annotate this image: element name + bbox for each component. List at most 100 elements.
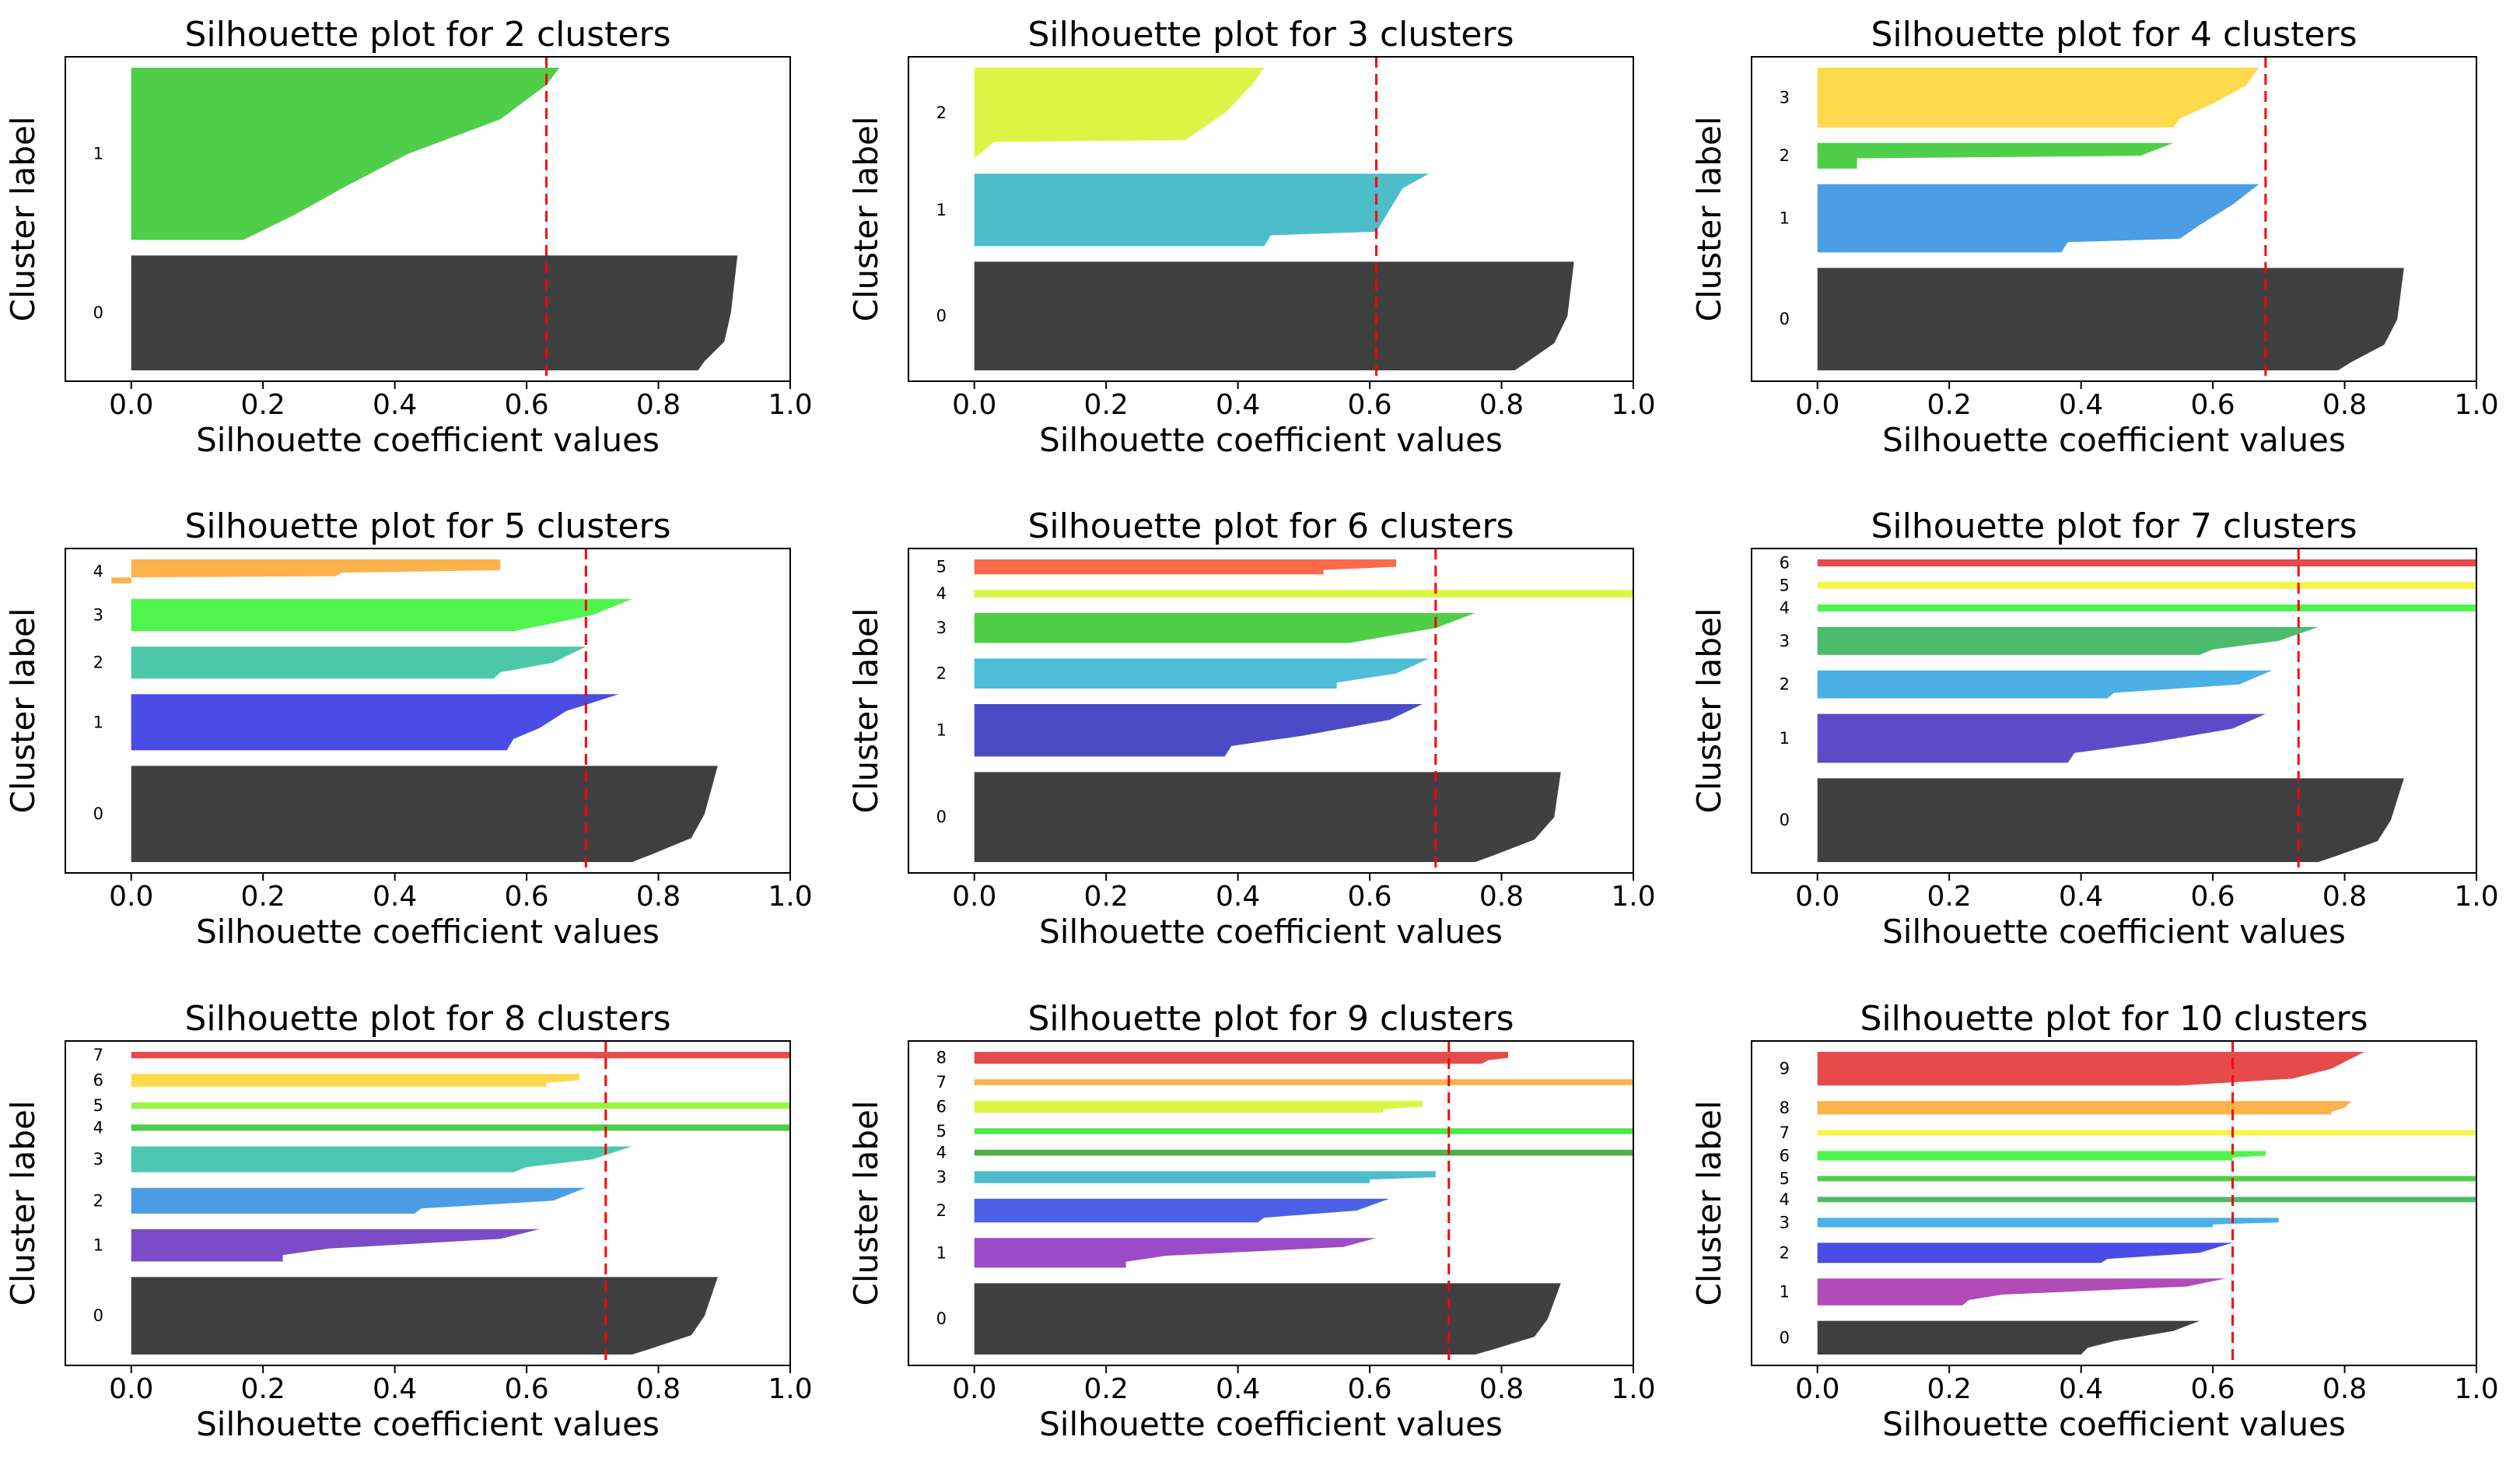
cluster-label-4: 4 <box>936 1144 947 1162</box>
cluster-label-5: 5 <box>936 1122 947 1141</box>
x-tick-label: 0.6 <box>1347 881 1391 913</box>
silhouette-panel-1: Silhouette plot for 2 clusters 0 1 0.0 0.2 0.… <box>4 15 813 459</box>
cluster-silhouette-0 <box>1817 1320 2200 1355</box>
x-tick-label: 0.2 <box>241 881 285 913</box>
cluster-label-7: 7 <box>1780 1123 1790 1142</box>
cluster-label-3: 3 <box>93 1150 103 1169</box>
cluster-silhouette-3 <box>974 1171 1436 1183</box>
x-tick-label: 0.4 <box>1216 1373 1260 1405</box>
axes-frame <box>1751 1040 2477 1366</box>
cluster-silhouette-2 <box>974 658 1430 689</box>
cluster-label-6: 6 <box>93 1071 103 1090</box>
cluster-silhouette-3 <box>131 1146 632 1172</box>
cluster-label-0: 0 <box>1780 310 1790 328</box>
x-axis-label: Silhouette coefficient values <box>1882 913 2346 951</box>
cluster-silhouette-1 <box>1817 1278 2226 1306</box>
panel-title: Silhouette plot for 7 clusters <box>1871 506 2357 546</box>
cluster-silhouette-1 <box>131 68 560 240</box>
cluster-label-5: 5 <box>936 558 947 577</box>
cluster-label-4: 4 <box>1780 1190 1790 1209</box>
x-tick-label: 0.0 <box>952 1373 996 1405</box>
cluster-silhouette-8 <box>1817 1101 2351 1115</box>
x-tick-label: 0.0 <box>1795 1373 1839 1405</box>
cluster-silhouette-0 <box>974 1283 1561 1355</box>
x-tick-label: 0.8 <box>2322 881 2367 913</box>
panel-title: Silhouette plot for 4 clusters <box>1871 15 2357 54</box>
panel-title: Silhouette plot for 8 clusters <box>184 999 670 1039</box>
x-tick-label: 0.8 <box>636 389 681 421</box>
cluster-silhouette-0 <box>131 1277 718 1355</box>
cluster-label-0: 0 <box>93 804 103 823</box>
x-tick-label: 0.6 <box>504 1373 548 1405</box>
cluster-silhouette-0 <box>131 766 718 862</box>
cluster-silhouette-3 <box>1817 1218 2279 1228</box>
cluster-label-1: 1 <box>1780 729 1790 748</box>
cluster-label-0: 0 <box>936 307 947 325</box>
cluster-silhouette-2 <box>974 1198 1390 1223</box>
x-tick-label: 0.6 <box>2190 1373 2235 1405</box>
cluster-label-5: 5 <box>1780 1169 1790 1188</box>
x-tick-label: 0.0 <box>952 881 996 913</box>
cluster-silhouette-1 <box>131 1228 540 1262</box>
x-tick-label: 1.0 <box>1611 881 1655 913</box>
silhouette-panel-4: Silhouette plot for 5 clusters 0 1 2 3 4 0.0 0.… <box>4 506 813 951</box>
x-tick-label: 0.0 <box>1795 389 1839 421</box>
x-tick-label: 0.8 <box>2322 1373 2367 1405</box>
axes-frame <box>1751 548 2477 874</box>
x-tick-label: 0.4 <box>1216 881 1260 913</box>
x-tick-label: 0.4 <box>373 881 417 913</box>
cluster-silhouette-0 <box>974 772 1561 862</box>
cluster-label-3: 3 <box>1780 88 1790 107</box>
cluster-label-0: 0 <box>1780 811 1790 829</box>
silhouette-panel-7: Silhouette plot for 8 clusters 0 1 2 3 4 5 6 7 0.… <box>4 999 813 1443</box>
cluster-label-3: 3 <box>1780 632 1790 650</box>
x-tick-label: 0.0 <box>952 389 996 421</box>
x-axis-label: Silhouette coefficient values <box>1039 913 1503 951</box>
cluster-label-1: 1 <box>93 145 103 163</box>
x-tick-label: 0.8 <box>2322 389 2367 421</box>
y-axis-label: Cluster label <box>1690 608 1728 814</box>
cluster-silhouette-2 <box>1817 142 2174 169</box>
cluster-label-5: 5 <box>93 1096 103 1115</box>
x-tick-label: 0.6 <box>2190 881 2235 913</box>
y-axis-label: Cluster label <box>4 1101 42 1306</box>
cluster-silhouette-3 <box>1817 68 2259 128</box>
cluster-silhouette-7 <box>1817 1130 2476 1136</box>
silhouette-panel-3: Silhouette plot for 4 clusters 0 1 2 3 0.0 0.2… <box>1690 15 2499 459</box>
cluster-label-2: 2 <box>936 664 947 683</box>
cluster-label-1: 1 <box>936 1243 947 1262</box>
cluster-silhouette-4 <box>1817 1197 2476 1203</box>
silhouette-panel-2: Silhouette plot for 3 clusters 0 1 2 0.0 0.2 0… <box>847 15 1656 459</box>
x-tick-label: 0.2 <box>1084 389 1129 421</box>
panel-title: Silhouette plot for 3 clusters <box>1027 15 1514 54</box>
cluster-label-2: 2 <box>1780 1243 1790 1262</box>
cluster-silhouette-5 <box>1817 582 2476 589</box>
cluster-label-1: 1 <box>936 721 947 740</box>
cluster-label-3: 3 <box>936 619 947 637</box>
cluster-label-4: 4 <box>1780 598 1790 617</box>
cluster-silhouette-0 <box>131 255 738 370</box>
cluster-silhouette-4 <box>131 1124 790 1131</box>
cluster-label-2: 2 <box>1780 146 1790 165</box>
cluster-label-2: 2 <box>936 103 947 122</box>
cluster-label-0: 0 <box>936 808 947 826</box>
x-tick-label: 1.0 <box>2454 881 2498 913</box>
cluster-label-1: 1 <box>1780 209 1790 228</box>
cluster-label-2: 2 <box>93 654 103 672</box>
x-tick-label: 0.2 <box>1927 881 1972 913</box>
y-axis-label: Cluster label <box>847 117 885 322</box>
x-tick-label: 1.0 <box>768 389 812 421</box>
y-axis-label: Cluster label <box>1690 1101 1728 1306</box>
x-tick-label: 0.8 <box>1479 1373 1524 1405</box>
cluster-label-2: 2 <box>936 1201 947 1220</box>
y-axis-label: Cluster label <box>847 1101 885 1306</box>
cluster-silhouette-4 <box>1817 604 2476 612</box>
panel-title: Silhouette plot for 10 clusters <box>1860 999 2368 1039</box>
cluster-label-4: 4 <box>936 584 947 603</box>
cluster-silhouette-5 <box>974 559 1396 575</box>
cluster-silhouette-6 <box>1817 559 2476 566</box>
cluster-silhouette-3 <box>131 598 632 632</box>
x-tick-label: 1.0 <box>1611 389 1655 421</box>
silhouette-panel-6: Silhouette plot for 7 clusters 0 1 2 3 4 5 6 0.0… <box>1690 506 2499 951</box>
cluster-label-6: 6 <box>1780 553 1790 572</box>
